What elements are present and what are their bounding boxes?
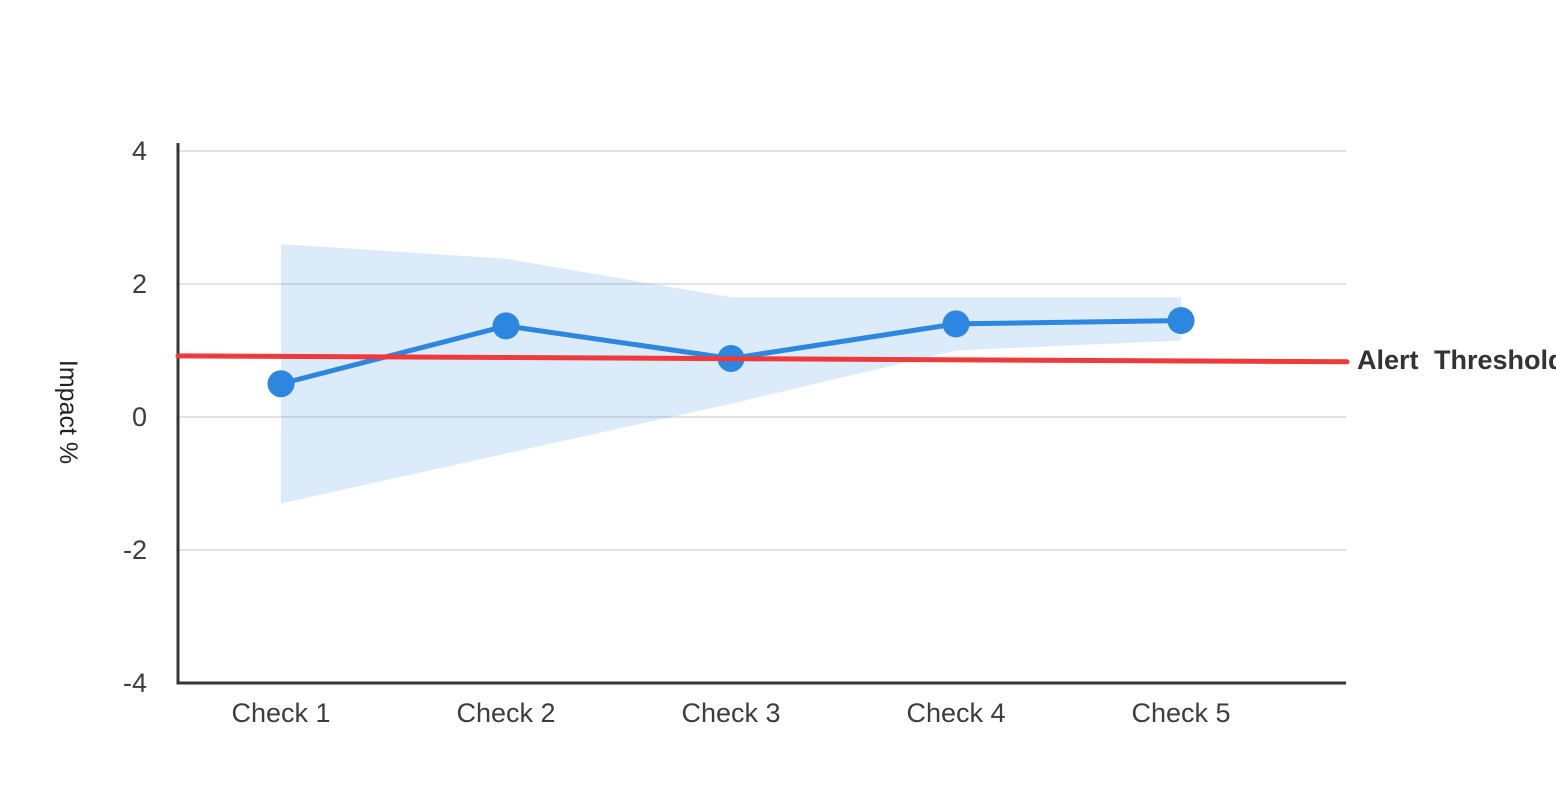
data-point [942, 310, 970, 338]
y-tick-label: -2 [123, 535, 147, 565]
data-point [492, 312, 520, 340]
x-category-label: Check 5 [1131, 698, 1230, 728]
y-tick-labels: 4 2 0 -2 -4 [123, 136, 147, 698]
threshold-label: Alert Threshold [1357, 345, 1556, 375]
x-category-labels: Check 1 Check 2 Check 3 Check 4 Check 5 [231, 698, 1230, 728]
x-category-label: Check 3 [681, 698, 780, 728]
data-point [1167, 307, 1195, 335]
y-tick-label: 0 [132, 402, 147, 432]
data-point [267, 370, 295, 398]
y-tick-label: 4 [132, 136, 147, 166]
confidence-band [281, 244, 1181, 504]
threshold-line [175, 353, 1350, 365]
y-tick-label: 2 [132, 269, 147, 299]
y-axis-title: Impact % [54, 360, 82, 464]
x-category-label: Check 1 [231, 698, 330, 728]
x-category-label: Check 2 [456, 698, 555, 728]
y-tick-label: -4 [123, 668, 147, 698]
x-category-label: Check 4 [906, 698, 1005, 728]
